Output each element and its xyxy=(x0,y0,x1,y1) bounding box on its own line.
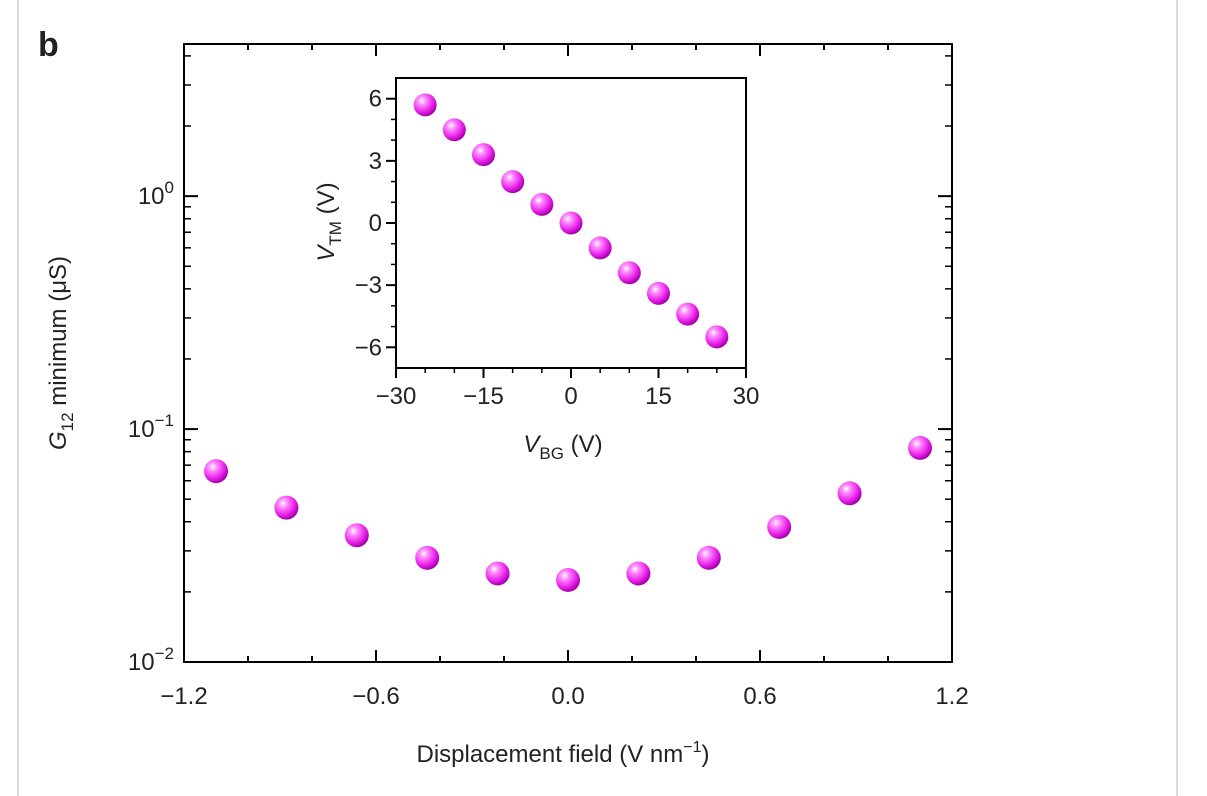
main-y-axis-label: G12 minimum (μS) xyxy=(45,256,77,450)
inset-y-tick-label: 0 xyxy=(369,210,382,237)
main-data-point xyxy=(274,495,299,520)
main-y-tick-label: 100 xyxy=(138,178,174,210)
inset-data-point xyxy=(617,261,641,285)
inset-x-tick-label: −30 xyxy=(376,383,417,410)
right-frame-border xyxy=(1176,0,1178,796)
main-data-point xyxy=(204,459,228,484)
inset-x-ticks: −30 −15 0 15 30 xyxy=(376,368,760,410)
main-x-ticks: −1.2 −0.6 0.0 0.6 1.2 xyxy=(160,44,969,710)
inset-data-points xyxy=(413,93,729,349)
main-data-point xyxy=(908,435,932,460)
main-x-tick-label: 0.6 xyxy=(743,683,776,710)
left-frame-border xyxy=(17,0,19,796)
inset-data-point xyxy=(501,170,525,194)
inset-data-point xyxy=(442,118,466,142)
main-x-tick-label: 0.0 xyxy=(551,683,584,710)
inset-y-tick-label: 6 xyxy=(369,86,382,113)
inset-y-axis-label: VTM (V) xyxy=(313,182,345,261)
main-x-tick-label: −0.6 xyxy=(352,683,399,710)
main-y-tick-label: 10−1 xyxy=(128,411,174,443)
inset-data-point xyxy=(705,325,729,349)
inset-x-tick-label: 0 xyxy=(564,383,577,410)
inset-data-point xyxy=(588,236,612,260)
inset-x-tick-label: 30 xyxy=(733,383,760,410)
main-data-point xyxy=(556,567,580,592)
main-data-point xyxy=(344,523,369,548)
inset-data-point xyxy=(472,143,495,167)
main-data-point xyxy=(415,545,440,570)
inset-y-tick-label: −3 xyxy=(355,272,382,299)
inset-y-tick-label: −6 xyxy=(355,334,382,361)
inset-x-tick-label: 15 xyxy=(645,383,672,410)
inset-x-axis-label: VBG (V) xyxy=(523,431,602,463)
main-y-ticks: 100 10−1 10−2 xyxy=(128,55,952,676)
panel-label: b xyxy=(38,26,59,64)
inset-plot: −30 −15 0 15 30 630−3−6 VBG (V) VTM (V) xyxy=(313,77,760,463)
inset-data-point xyxy=(647,281,670,305)
inset-data-point xyxy=(530,192,554,216)
main-x-tick-label: 1.2 xyxy=(935,683,968,710)
main-data-points xyxy=(204,435,932,592)
inset-data-point xyxy=(559,211,583,235)
inset-y-ticks: 6 3 0 −3 −6 xyxy=(355,86,396,361)
main-data-point xyxy=(626,561,651,586)
inset-y-tick-label: 3 xyxy=(369,148,382,175)
main-x-axis-label: Displacement field (V nm−1) xyxy=(416,739,709,768)
main-data-point xyxy=(696,545,721,570)
main-y-tick-label: 10−2 xyxy=(128,644,174,676)
main-data-point xyxy=(837,481,862,506)
main-data-point xyxy=(485,561,510,586)
main-plot: −1.2 −0.6 0.0 0.6 1.2 100 10−1 10−2 Displaceme… xyxy=(45,43,969,768)
inset-data-point xyxy=(413,93,437,117)
main-x-tick-label: −1.2 xyxy=(160,683,207,710)
inset-x-tick-label: −15 xyxy=(463,383,504,410)
main-data-point xyxy=(767,514,792,539)
inset-data-point xyxy=(676,302,700,326)
